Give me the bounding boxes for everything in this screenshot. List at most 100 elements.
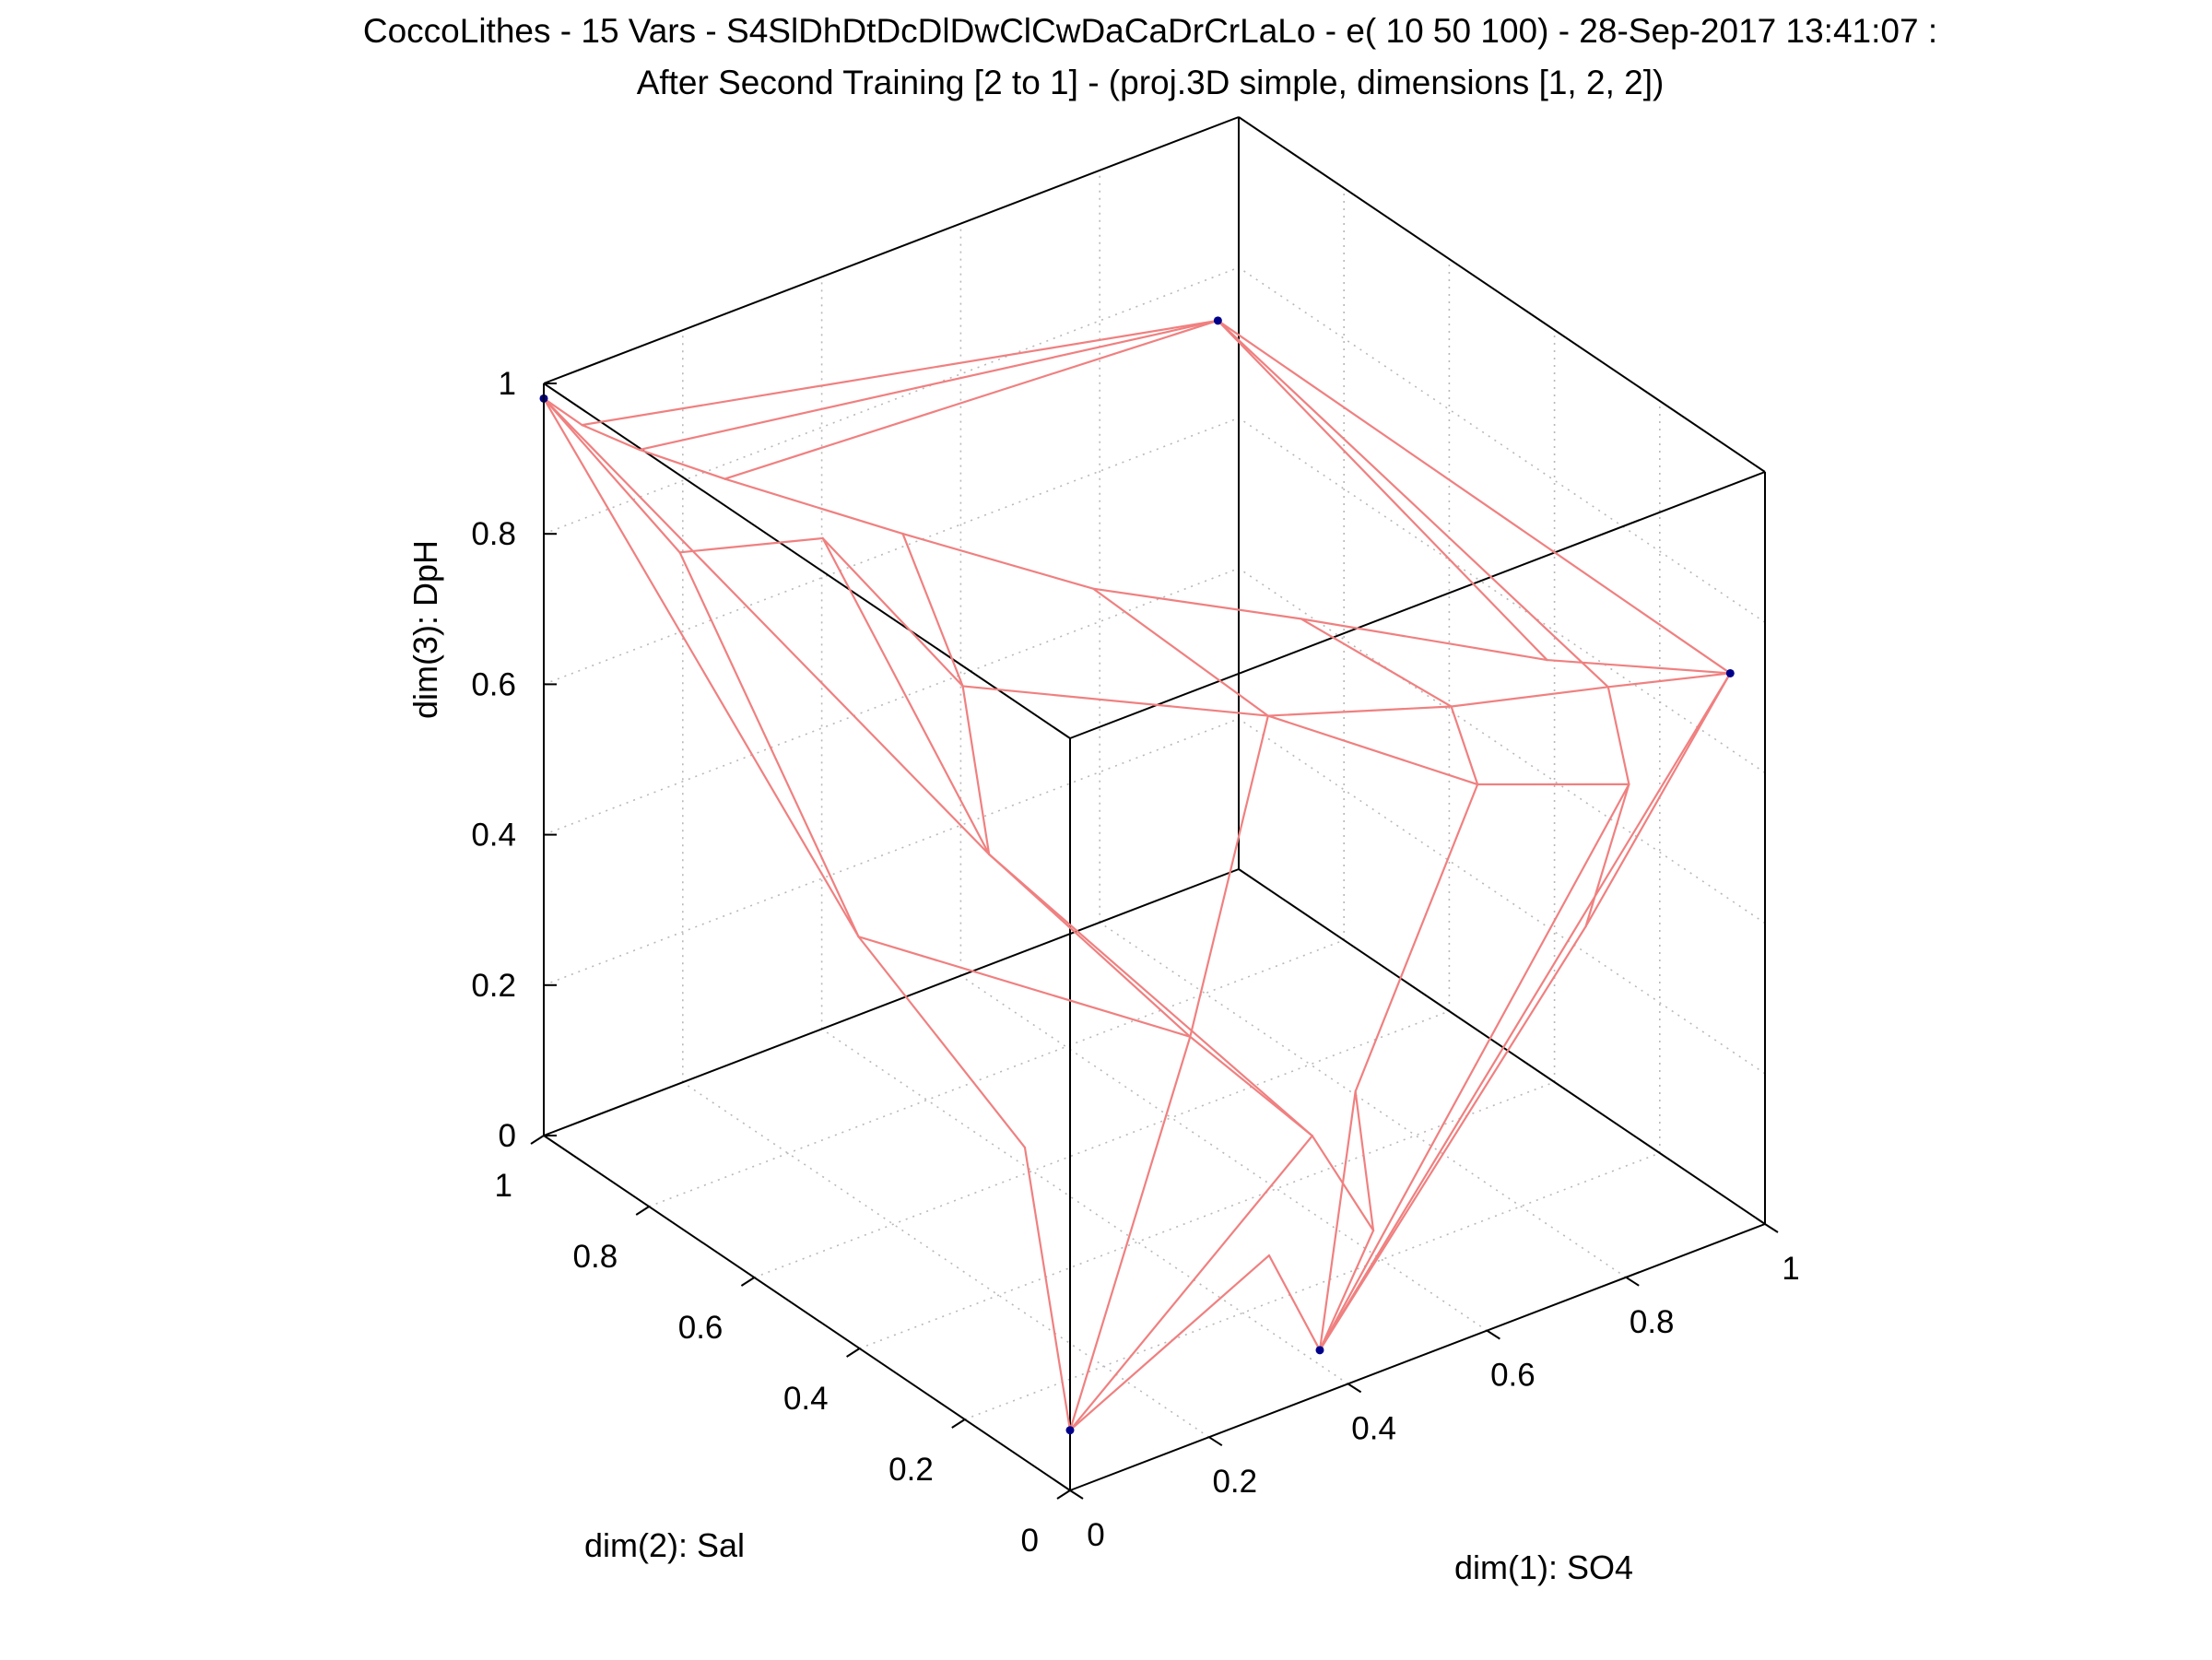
y-tick — [635, 1206, 650, 1216]
data-edge — [542, 397, 991, 855]
data-edge — [1450, 705, 1479, 786]
data-edge — [1318, 1090, 1357, 1351]
data-edge — [638, 319, 1219, 452]
z-axis-label: dim(3): DpH — [406, 540, 444, 719]
y-tick-label: 0.6 — [678, 1310, 724, 1346]
data-edge — [1267, 1254, 1322, 1351]
data-edge — [1606, 672, 1732, 689]
y-tick-label: 0.8 — [573, 1239, 618, 1275]
data-edge — [857, 936, 1192, 1038]
grid-line — [959, 974, 1488, 1332]
data-edge — [1584, 672, 1732, 928]
grid-line — [682, 1081, 1210, 1438]
data-edge — [724, 477, 904, 536]
data-edge — [1300, 618, 1453, 708]
data-edge — [1584, 783, 1630, 928]
x-tick-label: 1 — [1782, 1251, 1799, 1287]
x-tick — [1069, 1489, 1084, 1500]
x-tick-label: 0.2 — [1212, 1464, 1257, 1500]
data-marker — [1725, 668, 1735, 677]
y-tick — [740, 1277, 755, 1287]
z-tick-label: 0.2 — [471, 968, 516, 1004]
y-tick-label: 0.2 — [888, 1452, 934, 1488]
y-tick-label: 1 — [495, 1168, 512, 1204]
grid-line — [1238, 266, 1766, 623]
x-tick — [1486, 1329, 1500, 1340]
y-tick-label: 0.4 — [783, 1381, 829, 1417]
data-edge — [542, 397, 860, 938]
data-edge — [901, 532, 964, 688]
x-tick — [1764, 1223, 1779, 1233]
data-edge — [1546, 658, 1732, 675]
data-edge — [1068, 1035, 1192, 1431]
data-edge — [821, 536, 991, 855]
box-edge — [543, 1135, 1071, 1491]
x-tick-label: 0 — [1087, 1517, 1104, 1553]
x-tick — [1208, 1436, 1223, 1447]
data-edge — [1092, 587, 1269, 717]
grid-line — [1099, 922, 1627, 1278]
x-tick-label: 0.4 — [1351, 1410, 1396, 1446]
data-edge — [1092, 587, 1302, 620]
data-edge — [678, 551, 860, 938]
data-edge — [1217, 319, 1732, 675]
data-markers — [539, 316, 1735, 1435]
data-edge — [542, 397, 681, 554]
box-edge — [543, 383, 1071, 739]
box-edge — [543, 868, 1240, 1136]
data-edge — [1354, 1090, 1375, 1232]
z-tick-label: 0.8 — [471, 516, 516, 552]
data-edge — [1318, 925, 1587, 1351]
x-axis-label: dim(1): SO4 — [1454, 1548, 1633, 1586]
data-edge — [1068, 1254, 1271, 1431]
data-edge — [961, 685, 991, 855]
y-axis-label: dim(2): Sal — [584, 1526, 745, 1564]
data-edge — [1318, 672, 1732, 1351]
data-edge — [1266, 714, 1479, 786]
data-edge — [638, 448, 726, 480]
grid-line — [754, 1010, 1450, 1278]
grid-line — [1238, 567, 1766, 924]
box-edge — [1069, 1223, 1766, 1491]
y-tick — [846, 1348, 861, 1358]
data-edge — [1354, 783, 1479, 1093]
data-edge — [1023, 1146, 1072, 1431]
grid-line — [543, 417, 1240, 686]
x-tick — [1625, 1276, 1640, 1287]
data-edge — [1318, 1229, 1375, 1351]
grid-line — [543, 718, 1240, 986]
data-edge — [1606, 686, 1630, 786]
z-tick-label: 0.4 — [471, 818, 516, 854]
axes-box-back — [543, 116, 1766, 1490]
data-marker — [1213, 316, 1222, 325]
grid-line — [1238, 417, 1766, 774]
data-marker — [1065, 1426, 1075, 1435]
data-edge — [542, 397, 583, 427]
axis-ticks: 0 0 0 0.2 0.2 0.2 0.4 0.4 0.4 0.6 0.6 0.6 0.8 0.8 0.8 1… — [471, 366, 1799, 1559]
x-tick — [1347, 1383, 1362, 1394]
grid-line — [543, 266, 1240, 535]
data-edges — [542, 319, 1732, 1431]
box-edge — [1238, 868, 1766, 1225]
chart-title-line-1: CoccoLithes - 15 Vars - S4SlDhDtDcDlDwCl… — [363, 12, 1937, 50]
y-tick — [530, 1135, 545, 1145]
data-edge — [961, 685, 1269, 717]
x-tick-label: 0.8 — [1630, 1304, 1675, 1340]
chart-title-line-2: After Second Training [2 to 1] - (proj.3… — [637, 64, 1665, 101]
box-edge — [543, 116, 1240, 384]
axes-box-front — [543, 383, 1766, 1491]
grid-line — [859, 1081, 1555, 1349]
y-tick-label: 0 — [1021, 1523, 1039, 1559]
z-tick-label: 0.6 — [471, 666, 516, 702]
grid-lines — [543, 170, 1766, 1438]
data-edge — [1189, 714, 1269, 1038]
data-edge — [901, 532, 1095, 590]
z-tick-label: 0 — [499, 1118, 516, 1154]
data-edge — [1300, 618, 1548, 662]
grid-line — [821, 1028, 1349, 1385]
grid-line — [543, 567, 1240, 836]
data-marker — [1315, 1346, 1324, 1355]
data-edge — [581, 319, 1219, 427]
box-edge — [1069, 471, 1766, 739]
